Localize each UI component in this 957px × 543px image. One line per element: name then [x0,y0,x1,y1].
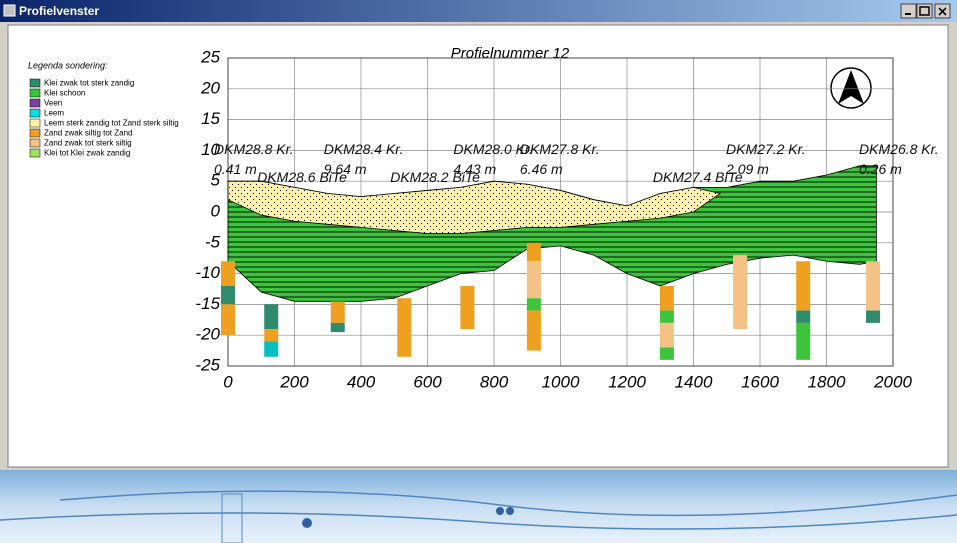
sounding-segment [527,311,541,351]
x-tick-label: 1800 [808,372,846,391]
sounding-segment [733,255,747,329]
banner-shape [302,518,312,528]
banner-shape [506,507,514,515]
legend-swatch [30,139,40,147]
sounding-segment [527,298,541,310]
chart-title: Profielnummer 12 [451,45,570,62]
sounding-segment [866,261,880,310]
sounding-depth: 6.46 m [520,161,563,177]
x-tick-label: 200 [279,372,309,391]
y-tick-label: -20 [195,325,220,344]
legend-label: Leem sterk zandig tot Zand sterk siltig [44,119,179,128]
legend-swatch [30,129,40,137]
sounding-segment [221,261,235,286]
x-tick-label: 600 [413,372,442,391]
window: Profielvenster Profielnummer 12 Legenda … [0,0,957,543]
legend-label: Leem [44,109,64,118]
y-tick-label: 20 [200,78,220,97]
sounding-segment [796,261,810,310]
sounding-segment [397,298,411,357]
sounding-label: DKM28.4 Kr. [324,141,404,157]
sounding-depth: 2.09 m [725,161,769,177]
sounding-depth: 0.41 m [214,161,257,177]
legend-swatch [30,99,40,107]
x-tick-label: 1200 [608,372,646,391]
sounding-segment [660,311,674,323]
sounding-segment [660,323,674,348]
sounding-label: DKM27.8 Kr. [520,141,600,157]
legend-label: Zand zwak siltig tot Zand [44,129,132,138]
legend-swatch [30,149,40,157]
sounding-depth: 0.26 m [859,161,902,177]
x-tick-label: 400 [347,372,376,391]
sounding-segment [264,329,278,341]
x-tick-label: 1600 [741,372,779,391]
sounding-segment [221,286,235,304]
x-tick-label: 2000 [873,372,912,391]
sounding-segment [264,341,278,356]
sounding-segment [331,323,345,332]
north-arrow [831,68,871,108]
y-tick-label: -10 [195,263,220,282]
y-tick-label: -5 [205,232,221,251]
y-tick-label: 25 [200,47,220,66]
sounding-segment [796,323,810,360]
y-tick-label: 0 [211,201,221,220]
x-tick-label: 1000 [542,372,580,391]
legend-swatch [30,119,40,127]
sounding-label: DKM28.8 Kr. [214,141,294,157]
minimize-button[interactable] [901,4,916,18]
window-buttons[interactable] [901,4,950,18]
sounding-segment [331,301,345,323]
sounding-segment [460,286,474,329]
x-tick-label: 0 [223,372,233,391]
title-bar [0,0,957,22]
sounding-segment [264,304,278,329]
legend-swatch [30,109,40,117]
sounding-depth: 9.64 m [324,161,367,177]
window-icon [4,5,15,16]
legend-label: Zand zwak tot sterk siltig [44,139,132,148]
sounding-segment [660,286,674,311]
sounding-segment [527,261,541,298]
banner-shape [496,507,504,515]
legend-swatch [30,79,40,87]
legend-label: Veen [44,99,62,108]
window-title: Profielvenster [19,4,99,18]
sounding-segment [796,311,810,323]
sounding-segment [527,243,541,261]
legend-label: Klei tot Klei zwak zandig [44,149,130,158]
sounding-segment [866,311,880,323]
sounding-segment [221,304,235,335]
y-tick-label: -15 [195,294,220,313]
legend-label: Klei schoon [44,89,85,98]
legend-title: Legenda sondering: [28,60,108,70]
sounding-depth: 4.43 m [453,161,496,177]
x-tick-label: 800 [480,372,509,391]
sounding-label: DKM27.2 Kr. [726,141,806,157]
sounding-label: DKM26.8 Kr. [859,141,939,157]
banner [0,470,957,543]
y-tick-label: 15 [201,109,220,128]
y-tick-label: -25 [195,355,220,374]
sounding-segment [660,348,674,360]
legend-swatch [30,89,40,97]
legend-label: Klei zwak tot sterk zandig [44,79,134,88]
x-tick-label: 1400 [675,372,713,391]
